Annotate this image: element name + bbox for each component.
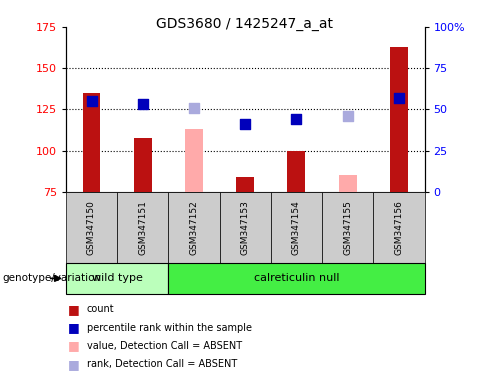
Text: ■: ■ [68, 339, 80, 353]
Text: genotype/variation: genotype/variation [2, 273, 102, 283]
Text: wild type: wild type [92, 273, 142, 283]
Text: GDS3680 / 1425247_a_at: GDS3680 / 1425247_a_at [156, 17, 332, 31]
Text: ■: ■ [68, 358, 80, 371]
Bar [66, 192, 117, 263]
Bar [82, 93, 101, 192]
Text: GSM347153: GSM347153 [241, 200, 250, 255]
Bar [236, 177, 254, 192]
Text: rank, Detection Call = ABSENT: rank, Detection Call = ABSENT [87, 359, 237, 369]
Text: ■: ■ [68, 303, 80, 316]
Bar [322, 192, 373, 263]
Bar [271, 192, 322, 263]
Point [139, 101, 147, 108]
Text: value, Detection Call = ABSENT: value, Detection Call = ABSENT [87, 341, 242, 351]
Text: GSM347156: GSM347156 [394, 200, 404, 255]
Bar [117, 192, 168, 263]
Point [190, 105, 198, 111]
Text: GSM347154: GSM347154 [292, 200, 301, 255]
Bar [339, 175, 357, 192]
Text: GSM347152: GSM347152 [189, 200, 199, 255]
Bar [66, 263, 168, 294]
Bar [390, 47, 408, 192]
Point [242, 121, 249, 127]
Point [88, 98, 96, 104]
Point [395, 95, 403, 101]
Bar [287, 151, 305, 192]
Bar [168, 192, 220, 263]
Bar [373, 192, 425, 263]
Bar [185, 129, 203, 192]
Text: GSM347155: GSM347155 [343, 200, 352, 255]
Point [344, 113, 352, 119]
Text: calreticulin null: calreticulin null [254, 273, 339, 283]
Bar [168, 263, 425, 294]
Text: GSM347151: GSM347151 [138, 200, 147, 255]
Text: count: count [87, 304, 115, 314]
Text: percentile rank within the sample: percentile rank within the sample [87, 323, 252, 333]
Text: ■: ■ [68, 321, 80, 334]
Bar [134, 137, 152, 192]
Text: GSM347150: GSM347150 [87, 200, 96, 255]
Bar [220, 192, 271, 263]
Point [293, 116, 301, 122]
